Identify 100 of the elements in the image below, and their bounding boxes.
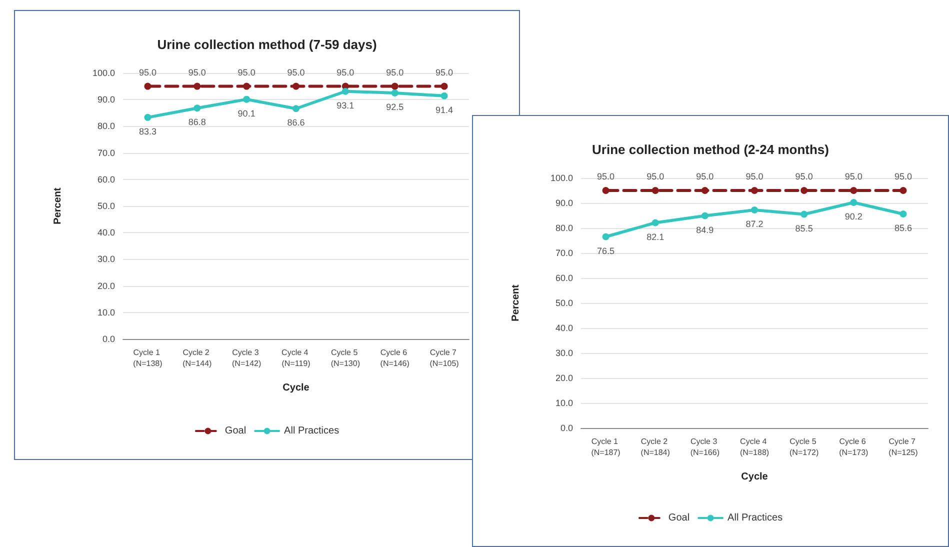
y-tick-label: 90.0 — [97, 94, 115, 105]
data-label: 95.0 — [138, 67, 156, 78]
data-label: 83.3 — [138, 126, 156, 136]
x-tick-label: Cycle 5 (N=172) — [790, 437, 819, 457]
data-label: 84.9 — [696, 224, 714, 235]
data-label: 90.2 — [844, 212, 862, 222]
point — [391, 82, 398, 90]
data-label: 87.2 — [746, 219, 764, 229]
point — [440, 82, 448, 90]
x-tick-label: Cycle 4 (N=188) — [740, 437, 770, 457]
point — [440, 92, 448, 100]
point — [751, 206, 758, 214]
data-label: 95.0 — [597, 172, 615, 182]
data-label: 85.6 — [894, 223, 912, 233]
x-tick-label: Cycle 1 (N=187) — [591, 437, 621, 457]
y-tick-label: 90.0 — [555, 198, 573, 208]
x-tick-label: Cycle 2 (N=144) — [182, 348, 212, 368]
data-label: 86.8 — [188, 117, 206, 128]
data-label: 95.0 — [844, 172, 862, 182]
data-label: 91.4 — [436, 104, 454, 115]
x-tick-label: Cycle 3 (N=166) — [690, 437, 720, 457]
y-axis-title: Percent — [52, 186, 64, 224]
y-tick-label: 70.0 — [555, 248, 573, 258]
point — [144, 114, 152, 121]
point — [391, 89, 398, 96]
point — [900, 210, 907, 218]
data-label: 95.0 — [188, 67, 206, 78]
point — [292, 82, 300, 90]
point — [800, 210, 808, 218]
chart-title: Urine collection method (7-59 days) — [157, 37, 377, 52]
point — [243, 82, 250, 90]
data-label: 95.0 — [436, 67, 454, 78]
y-tick-label: 10.0 — [97, 307, 115, 318]
data-label: 82.1 — [646, 232, 664, 242]
point — [800, 187, 808, 194]
point — [292, 105, 300, 112]
data-label: 92.5 — [386, 102, 404, 112]
point — [194, 82, 201, 90]
x-tick-label: Cycle 7 (N=105) — [430, 348, 460, 368]
point — [701, 187, 708, 194]
y-tick-label: 20.0 — [555, 373, 573, 383]
y-tick-label: 0.0 — [560, 423, 573, 433]
y-tick-label: 30.0 — [555, 348, 573, 358]
data-label: 95.0 — [238, 67, 256, 78]
legend-label: All Practices — [728, 512, 783, 524]
y-tick-label: 50.0 — [97, 201, 115, 211]
data-label: 95.0 — [386, 67, 404, 78]
x-tick-label: Cycle 5 (N=130) — [330, 348, 360, 368]
point — [751, 187, 758, 194]
y-tick-label: 100.0 — [550, 173, 573, 183]
data-label: 95.0 — [646, 172, 664, 182]
point — [342, 88, 349, 95]
data-label: 86.6 — [287, 118, 305, 128]
x-axis-title: Cycle — [741, 472, 768, 482]
x-tick-label: Cycle 3 (N=142) — [232, 348, 262, 368]
y-tick-label: 40.0 — [555, 323, 573, 333]
point — [602, 187, 610, 194]
point — [652, 187, 659, 194]
y-tick-label: 60.0 — [97, 174, 115, 184]
data-label: 93.1 — [336, 100, 354, 110]
y-tick-label: 70.0 — [97, 148, 115, 158]
x-tick-label: Cycle 7 (N=125) — [888, 437, 918, 457]
point — [701, 212, 708, 220]
x-axis-title: Cycle — [282, 382, 310, 394]
data-label: 95.0 — [746, 172, 764, 182]
y-axis-title: Percent — [510, 284, 522, 322]
data-label: 85.5 — [795, 223, 813, 234]
y-tick-label: 80.0 — [97, 121, 115, 132]
data-label: 95.0 — [287, 67, 305, 78]
y-tick-label: 30.0 — [97, 254, 115, 264]
point — [243, 96, 250, 103]
data-label: 95.0 — [696, 172, 714, 182]
point — [144, 82, 152, 90]
chart-title: Urine collection method (2-24 months) — [592, 142, 829, 157]
point — [602, 233, 610, 240]
x-tick-label: Cycle 1 (N=138) — [133, 348, 163, 368]
data-label: 95.0 — [795, 172, 813, 182]
point — [850, 199, 858, 206]
x-tick-label: Cycle 6 (N=173) — [839, 437, 869, 457]
x-tick-label: Cycle 2 (N=184) — [640, 437, 670, 457]
legend-label: Goal — [668, 512, 690, 524]
y-tick-label: 80.0 — [555, 223, 573, 233]
x-tick-label: Cycle 4 (N=119) — [282, 348, 311, 368]
y-tick-label: 60.0 — [555, 273, 573, 283]
data-label: 95.0 — [894, 172, 912, 182]
point — [194, 104, 201, 112]
legend-label: All Practices — [284, 426, 340, 436]
data-label: 76.5 — [597, 246, 615, 256]
y-tick-label: 10.0 — [555, 398, 573, 408]
point — [900, 187, 907, 194]
data-label: 90.1 — [238, 108, 256, 118]
y-tick-label: 0.0 — [102, 334, 115, 344]
x-tick-label: Cycle 6 (N=146) — [380, 348, 410, 368]
y-tick-label: 20.0 — [97, 280, 115, 291]
data-label: 95.0 — [336, 67, 354, 78]
y-tick-label: 40.0 — [97, 228, 115, 238]
y-tick-label: 50.0 — [555, 298, 573, 308]
y-tick-label: 100.0 — [92, 68, 115, 78]
point — [850, 187, 858, 194]
point — [652, 219, 659, 226]
